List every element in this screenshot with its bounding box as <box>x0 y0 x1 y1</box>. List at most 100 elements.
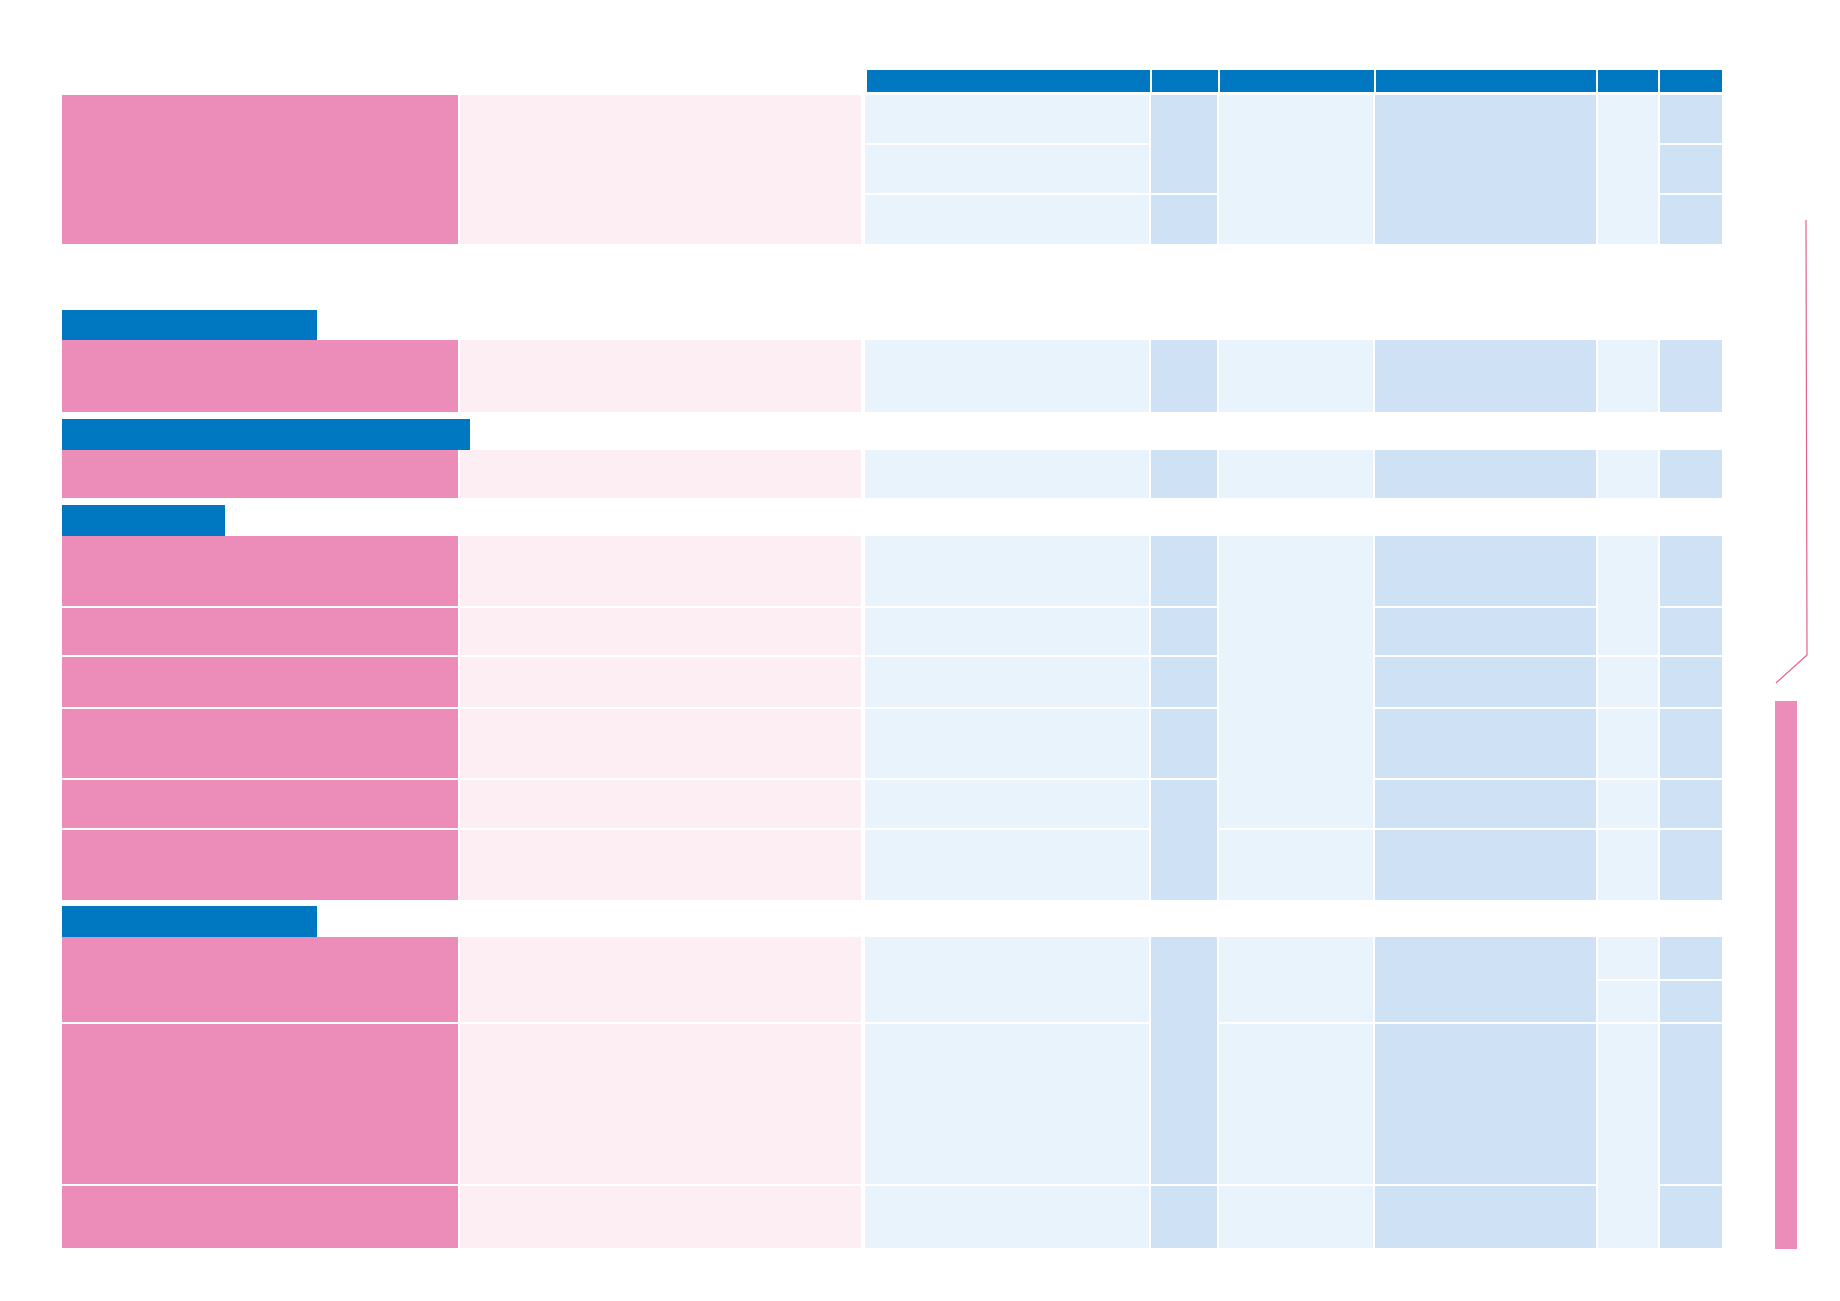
group4-row3-category <box>62 657 458 707</box>
group4-row2-col4 <box>1375 608 1596 655</box>
group4-rows1-2-col5 <box>1598 536 1658 655</box>
group2-col5-cell <box>1598 340 1658 412</box>
group2-col6-cell <box>1660 340 1722 412</box>
group1-col1-row3 <box>865 195 1149 244</box>
group4-row6-col5 <box>1598 830 1658 900</box>
group4-row6-col3 <box>1219 830 1373 900</box>
group5-row1-col3 <box>1219 937 1373 1022</box>
group5-row1-col4 <box>1375 937 1596 1022</box>
group5-row2-col1 <box>865 1024 1149 1184</box>
group4-row1-col1 <box>865 536 1149 606</box>
group5-row1a-col6 <box>1660 937 1722 979</box>
group5-row2-category <box>62 1024 458 1184</box>
group5-row1b-col5 <box>1598 981 1658 1022</box>
group4-row5-col4 <box>1375 780 1596 828</box>
group4-row1-col2 <box>1151 536 1217 606</box>
group3-description-cell <box>460 450 861 498</box>
group1-col2-row2 <box>1151 195 1217 244</box>
column-header-1 <box>867 70 1150 92</box>
group4-row5-col6 <box>1660 780 1722 828</box>
group2-col4-cell <box>1375 340 1596 412</box>
group4-row5-6-col2 <box>1151 780 1217 900</box>
section-header-3 <box>62 505 225 536</box>
group5-row2-col4 <box>1375 1024 1596 1184</box>
group1-col6-row3 <box>1660 195 1722 244</box>
group4-row4-category <box>62 709 458 778</box>
group5-row3-col4 <box>1375 1186 1596 1248</box>
group1-col1-row2 <box>865 145 1149 193</box>
group4-row2-description <box>460 608 861 655</box>
group5-row3-col2 <box>1151 1186 1217 1248</box>
side-bar <box>1775 701 1797 1249</box>
group1-description-cell <box>460 95 861 244</box>
group4-row3-col1 <box>865 657 1149 707</box>
group5-row2-col6 <box>1660 1024 1722 1184</box>
column-header-3 <box>1220 70 1374 92</box>
group3-col5-cell <box>1598 450 1658 498</box>
group1-col4-cell <box>1375 95 1596 244</box>
group4-row1-col6 <box>1660 536 1722 606</box>
group1-col6-row2 <box>1660 145 1722 193</box>
group5-row1-category <box>62 937 458 1022</box>
group1-col6-row1 <box>1660 95 1722 143</box>
group1-col1-row1 <box>865 95 1149 143</box>
group4-row4-col6 <box>1660 709 1722 778</box>
group5-rows2-3-col5 <box>1598 1024 1658 1248</box>
group1-col2-row1 <box>1151 95 1217 193</box>
column-header-2 <box>1152 70 1218 92</box>
group4-row4-col4 <box>1375 709 1596 778</box>
group4-row3-col5 <box>1598 657 1658 707</box>
group4-row6-col6 <box>1660 830 1722 900</box>
group4-row6-category <box>62 830 458 900</box>
group4-row3-col6 <box>1660 657 1722 707</box>
group4-rows1-5-col3 <box>1219 536 1373 828</box>
group4-row6-description <box>460 830 861 900</box>
group4-row2-col1 <box>865 608 1149 655</box>
group4-row5-col5 <box>1598 780 1658 828</box>
group4-row5-col1 <box>865 780 1149 828</box>
section-header-1 <box>62 310 317 340</box>
group4-row3-col4 <box>1375 657 1596 707</box>
group4-row1-col4 <box>1375 536 1596 606</box>
group4-row6-col1 <box>865 830 1149 900</box>
group2-col1-cell <box>865 340 1149 412</box>
group3-col6-cell <box>1660 450 1722 498</box>
group1-col5-cell <box>1598 95 1658 244</box>
group3-col1-cell <box>865 450 1149 498</box>
group4-row4-description <box>460 709 861 778</box>
group4-row1-description <box>460 536 861 606</box>
group4-row2-col6 <box>1660 608 1722 655</box>
group5-row1-col1 <box>865 937 1149 1022</box>
group2-category-cell <box>62 340 458 412</box>
group5-row2-description <box>460 1024 861 1184</box>
group5-row3-category <box>62 1186 458 1248</box>
column-header-6 <box>1660 70 1722 92</box>
group3-col2-cell <box>1151 450 1217 498</box>
column-header-5 <box>1598 70 1658 92</box>
group2-description-cell <box>460 340 861 412</box>
group4-row3-description <box>460 657 861 707</box>
group5-row3-col3 <box>1219 1186 1373 1248</box>
group5-row3-col1 <box>865 1186 1149 1248</box>
group4-row4-col1 <box>865 709 1149 778</box>
group3-col4-cell <box>1375 450 1596 498</box>
group4-row5-description <box>460 780 861 828</box>
section-header-2 <box>62 419 470 450</box>
group2-col2-cell <box>1151 340 1217 412</box>
group5-row1b-col6 <box>1660 981 1722 1022</box>
group4-row2-col2 <box>1151 608 1217 655</box>
group4-row3-col2 <box>1151 657 1217 707</box>
group2-col3-cell <box>1219 340 1373 412</box>
section-header-4 <box>62 906 317 937</box>
group4-row6-col4 <box>1375 830 1596 900</box>
group3-category-cell <box>62 450 458 498</box>
group1-category-cell <box>62 95 458 244</box>
group4-row5-category <box>62 780 458 828</box>
group5-row3-col6 <box>1660 1186 1722 1248</box>
group5-row1a-col5 <box>1598 937 1658 979</box>
group5-row1-description <box>460 937 861 1022</box>
group4-row4-col2 <box>1151 709 1217 778</box>
group5-rows1-2-col2 <box>1151 937 1217 1184</box>
group5-row3-description <box>460 1186 861 1248</box>
